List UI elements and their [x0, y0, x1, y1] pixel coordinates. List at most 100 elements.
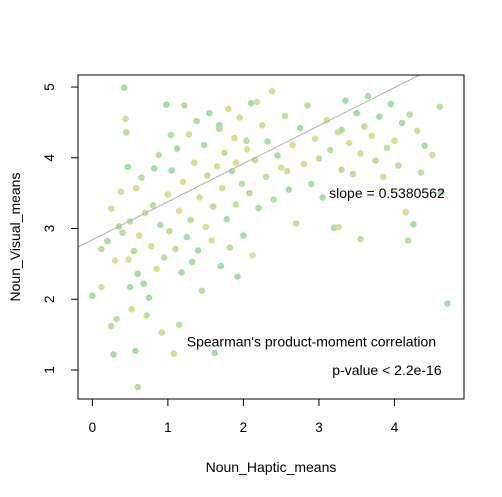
data-point — [107, 322, 115, 330]
data-point — [143, 312, 150, 319]
points-layer — [89, 84, 451, 391]
data-point — [323, 117, 330, 124]
data-point — [183, 233, 191, 241]
data-point — [247, 100, 255, 107]
data-point — [338, 126, 345, 134]
data-point — [124, 163, 132, 171]
data-point — [238, 180, 246, 188]
data-point — [345, 139, 353, 147]
data-point — [296, 124, 304, 132]
data-point — [172, 245, 179, 253]
data-point — [221, 149, 228, 157]
data-point — [285, 186, 293, 193]
data-point — [98, 245, 105, 253]
data-point — [246, 189, 253, 197]
data-point — [128, 305, 135, 313]
data-point — [217, 262, 225, 270]
data-point — [209, 203, 217, 210]
data-point — [200, 141, 208, 149]
data-point — [308, 180, 315, 188]
data-point — [202, 223, 209, 231]
data-point — [406, 111, 413, 118]
data-point — [149, 201, 157, 209]
data-point — [232, 159, 240, 166]
data-point — [168, 167, 175, 174]
data-point — [175, 207, 183, 215]
data-point — [89, 292, 96, 300]
data-point — [259, 121, 266, 129]
data-point — [126, 283, 134, 291]
data-point — [398, 119, 406, 127]
data-point — [196, 194, 203, 201]
data-point — [211, 349, 218, 357]
data-point — [319, 194, 327, 201]
data-point — [140, 280, 147, 288]
data-point — [173, 145, 181, 152]
data-point — [243, 137, 250, 145]
data-point — [226, 244, 234, 251]
data-point — [232, 201, 240, 208]
data-point — [203, 172, 211, 179]
data-point — [283, 167, 291, 175]
x-tick-label: 0 — [89, 420, 97, 435]
y-axis-label: Noun_Visual_means — [7, 173, 23, 302]
x-tick-label: 3 — [315, 420, 323, 435]
data-point — [304, 102, 311, 109]
data-point — [364, 92, 372, 100]
data-point — [155, 151, 163, 159]
data-point — [300, 160, 308, 168]
data-point — [240, 232, 247, 239]
data-point — [191, 159, 198, 166]
data-point — [208, 237, 215, 244]
annotation-text: Spearman's product-moment correlation — [187, 334, 436, 350]
data-point — [193, 117, 200, 125]
data-point — [104, 237, 111, 245]
data-point — [216, 121, 223, 129]
data-point — [111, 257, 119, 264]
x-axis-label: Noun_Haptic_means — [206, 459, 337, 475]
data-point — [234, 273, 241, 280]
data-point — [274, 152, 281, 159]
data-point — [134, 270, 141, 278]
data-point — [391, 137, 398, 145]
data-point — [311, 135, 319, 142]
data-point — [145, 294, 153, 302]
annotations-layer: slope = 0.5380562 Spearman's product-mome… — [187, 185, 445, 378]
data-point — [178, 269, 185, 276]
data-point — [253, 98, 261, 106]
y-tick-label: 5 — [42, 83, 57, 91]
data-point — [249, 252, 256, 259]
data-point — [123, 129, 130, 136]
data-point — [175, 321, 183, 329]
data-point — [277, 164, 285, 171]
y-tick-label: 2 — [42, 295, 57, 303]
data-point — [179, 178, 187, 186]
data-point — [243, 146, 251, 153]
data-point — [206, 109, 213, 117]
data-point — [130, 247, 138, 255]
data-point — [338, 166, 345, 174]
data-point — [163, 101, 170, 108]
data-point — [134, 383, 141, 391]
data-point — [402, 208, 410, 216]
data-point — [117, 188, 125, 195]
data-point — [194, 247, 202, 254]
data-point — [376, 113, 383, 120]
data-point — [264, 138, 271, 145]
y-axis: 1 2 3 4 5 — [42, 83, 79, 374]
data-point — [429, 151, 436, 159]
data-point — [113, 315, 120, 323]
data-point — [153, 265, 160, 273]
data-point — [395, 162, 402, 169]
annotation-text: p-value < 2.2e-16 — [332, 362, 442, 378]
data-point — [185, 131, 193, 138]
data-point — [410, 221, 417, 228]
data-point — [368, 132, 376, 140]
data-point — [167, 131, 175, 139]
data-point — [138, 174, 145, 181]
data-point — [270, 196, 277, 203]
data-point — [335, 223, 342, 231]
data-point — [160, 254, 168, 261]
data-point — [120, 84, 128, 91]
